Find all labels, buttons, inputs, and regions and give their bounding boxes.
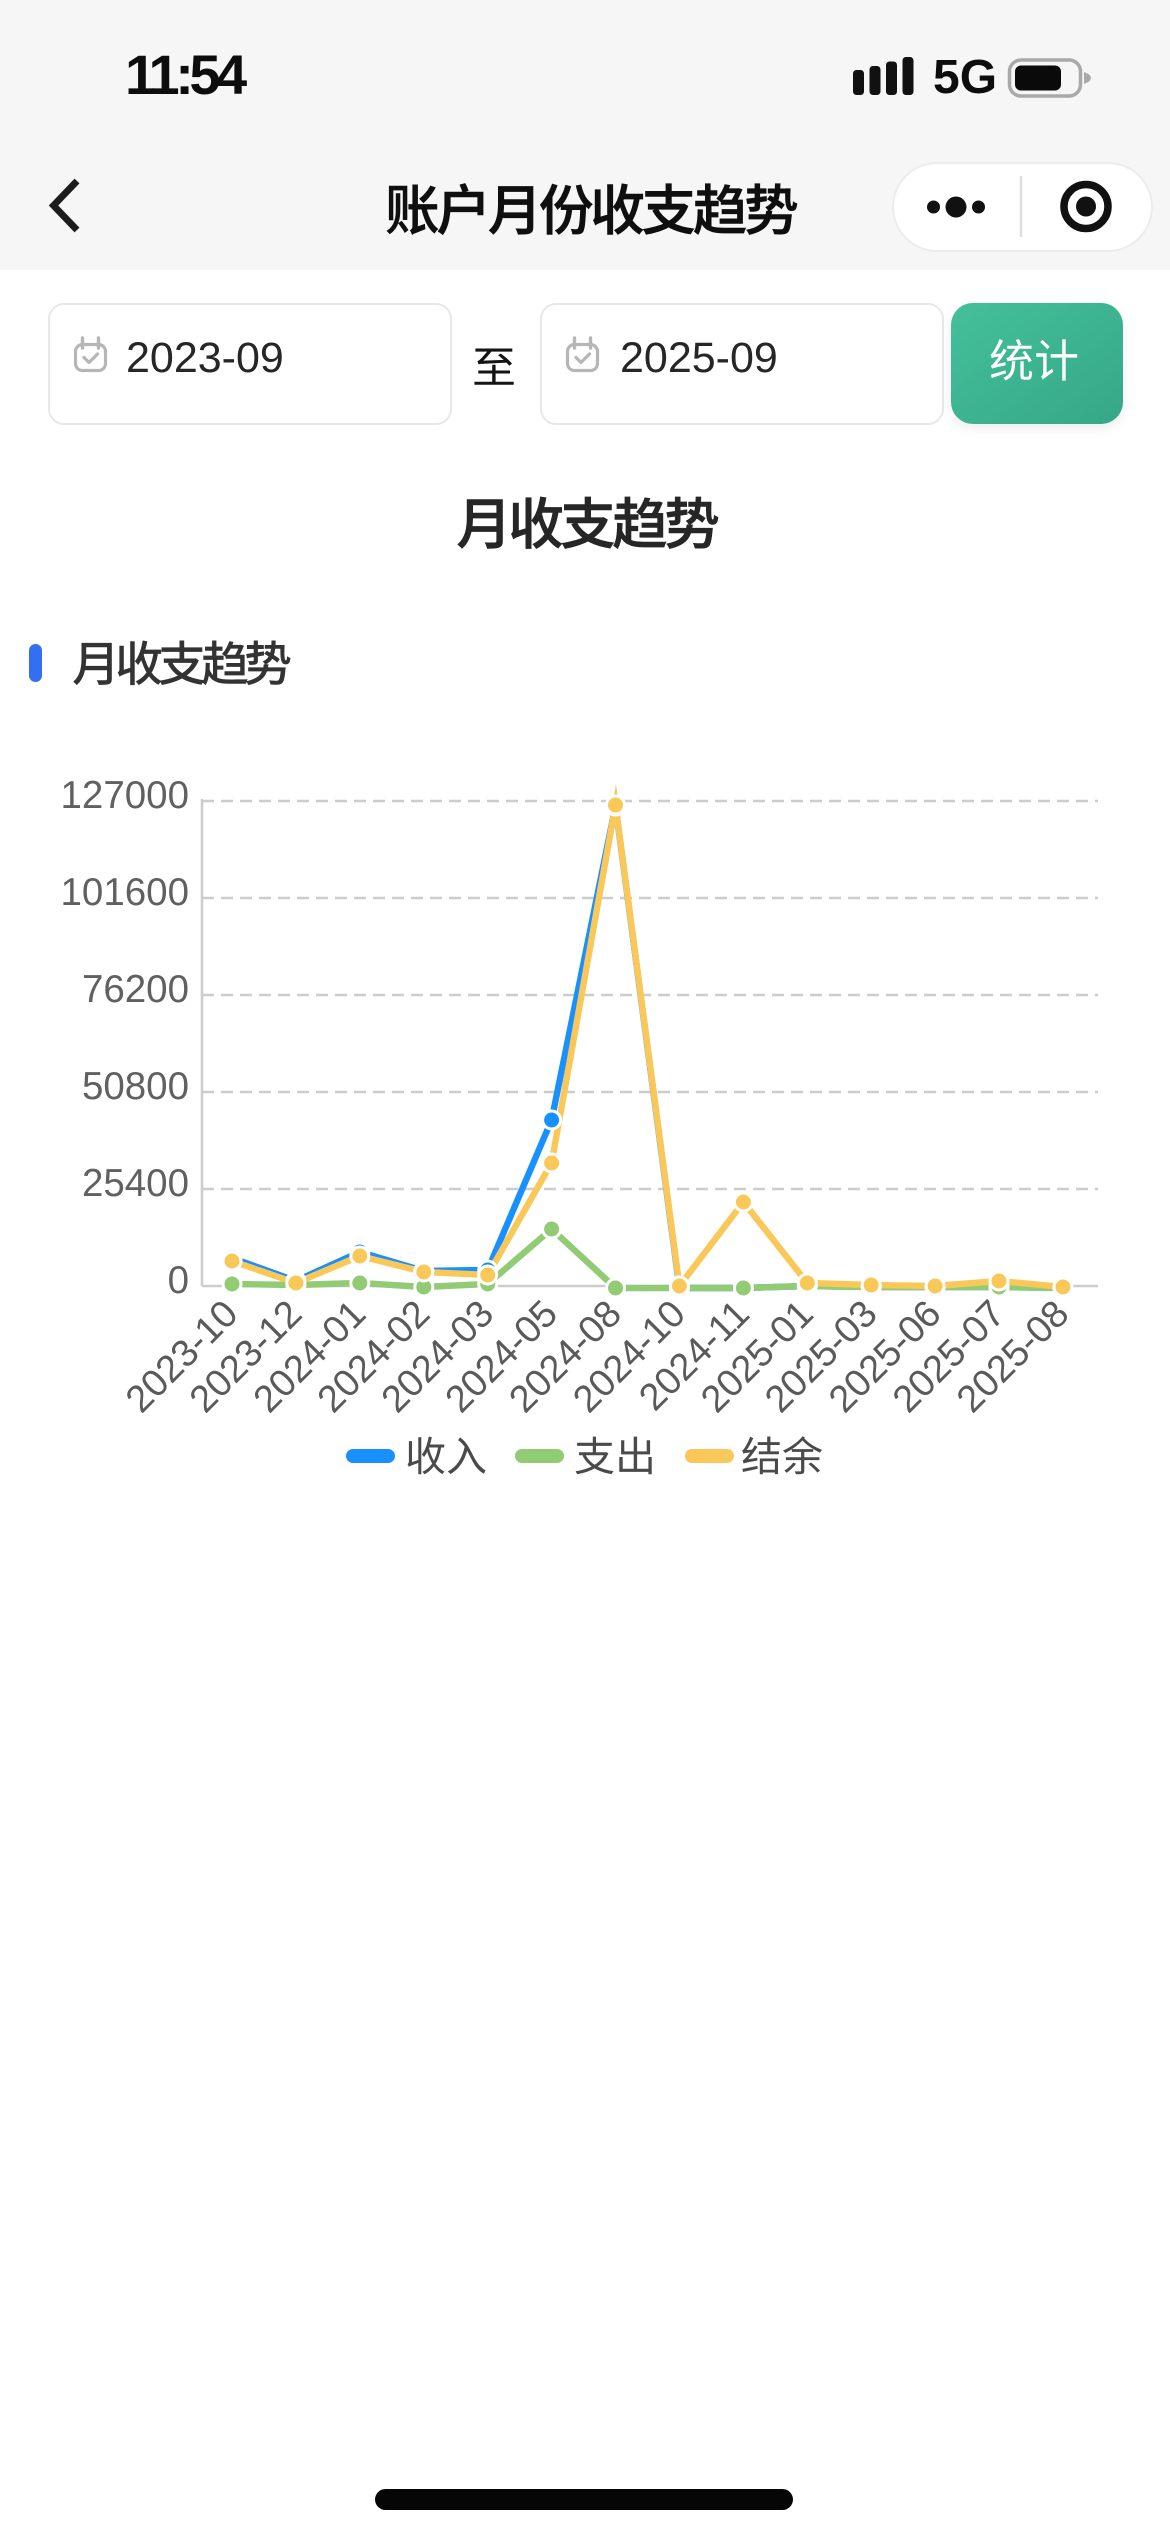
- svg-text:0: 0: [168, 1259, 189, 1302]
- svg-text:101600: 101600: [61, 871, 189, 914]
- svg-text:25400: 25400: [82, 1162, 189, 1205]
- svg-text:76200: 76200: [82, 968, 189, 1011]
- svg-text:127000: 127000: [61, 774, 189, 817]
- svg-text:50800: 50800: [82, 1065, 189, 1108]
